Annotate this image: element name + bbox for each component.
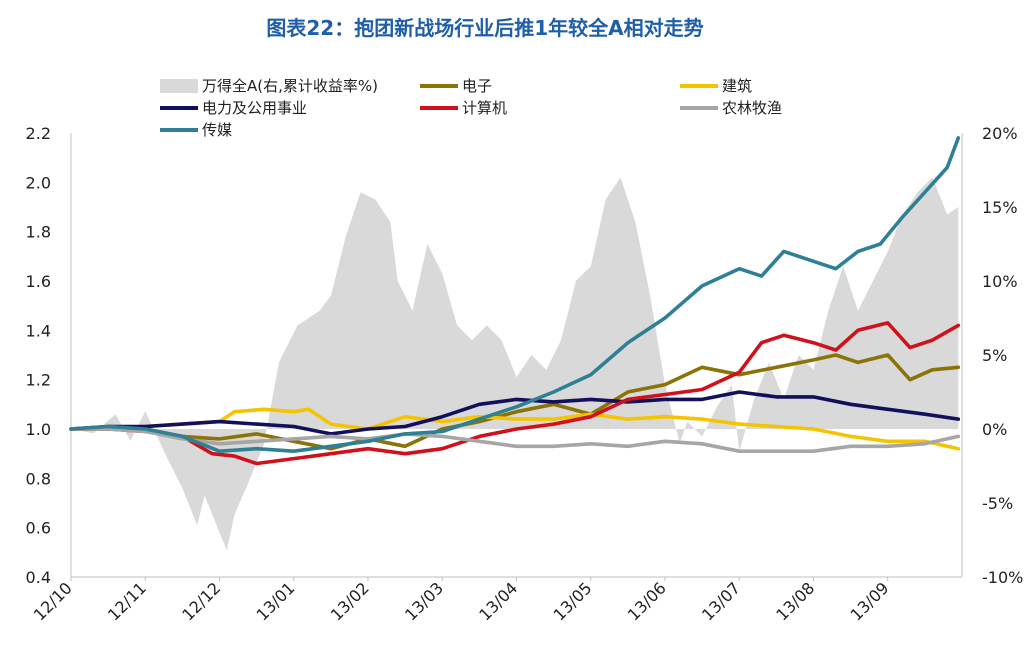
legend-label: 建筑 <box>722 77 752 95</box>
series-line-0 <box>69 353 961 451</box>
x-tick-label: 12/12 <box>178 578 224 624</box>
left-tick-label: 0.4 <box>26 568 51 587</box>
x-tick-label: 13/07 <box>698 578 744 624</box>
left-tick-label: 1.6 <box>26 272 51 291</box>
legend-swatch <box>160 79 198 93</box>
series-line-1 <box>69 407 961 451</box>
chart-title: 图表22：抱团新战场行业后推1年较全A相对走势 <box>266 16 704 40</box>
left-tick-label: 2.2 <box>26 124 51 143</box>
right-tick-label: -10% <box>982 568 1023 587</box>
x-tick-label: 12/11 <box>104 578 150 624</box>
right-tick-label: 0% <box>982 420 1007 439</box>
x-tick-label: 13/02 <box>327 578 373 624</box>
right-tick-label: -5% <box>982 494 1013 513</box>
right-tick-label: 5% <box>982 346 1007 365</box>
series-line-2 <box>69 390 961 436</box>
x-tick-label: 13/05 <box>550 578 596 624</box>
left-tick-label: 1.8 <box>26 223 51 242</box>
legend-label: 电子 <box>462 77 492 95</box>
legend-label: 传媒 <box>202 121 232 139</box>
legend-label: 万得全A(右,累计收益率%) <box>202 77 378 95</box>
right-tick-label: 20% <box>982 124 1018 143</box>
left-tick-label: 1.0 <box>26 420 51 439</box>
left-tick-label: 0.6 <box>26 519 51 538</box>
left-tick-label: 1.4 <box>26 321 51 340</box>
legend-label: 计算机 <box>462 99 507 117</box>
series-line-5 <box>69 136 961 453</box>
x-tick-label: 13/01 <box>253 578 299 624</box>
left-tick-label: 2.0 <box>26 173 51 192</box>
legend-label: 农林牧渔 <box>722 99 782 117</box>
left-tick-label: 1.2 <box>26 371 51 390</box>
right-tick-label: 15% <box>982 198 1018 217</box>
series-line-3 <box>69 321 961 466</box>
area-wind-all-a <box>71 177 959 551</box>
x-tick-label: 13/08 <box>772 578 818 624</box>
left-tick-label: 0.8 <box>26 469 51 488</box>
right-tick-label: 10% <box>982 272 1018 291</box>
x-tick-label: 13/04 <box>475 578 521 624</box>
x-tick-label: 13/09 <box>847 578 893 624</box>
series-line-4 <box>69 427 961 453</box>
legend-label: 电力及公用事业 <box>202 99 307 117</box>
x-tick-label: 13/06 <box>624 578 670 624</box>
x-tick-label: 13/03 <box>401 578 447 624</box>
